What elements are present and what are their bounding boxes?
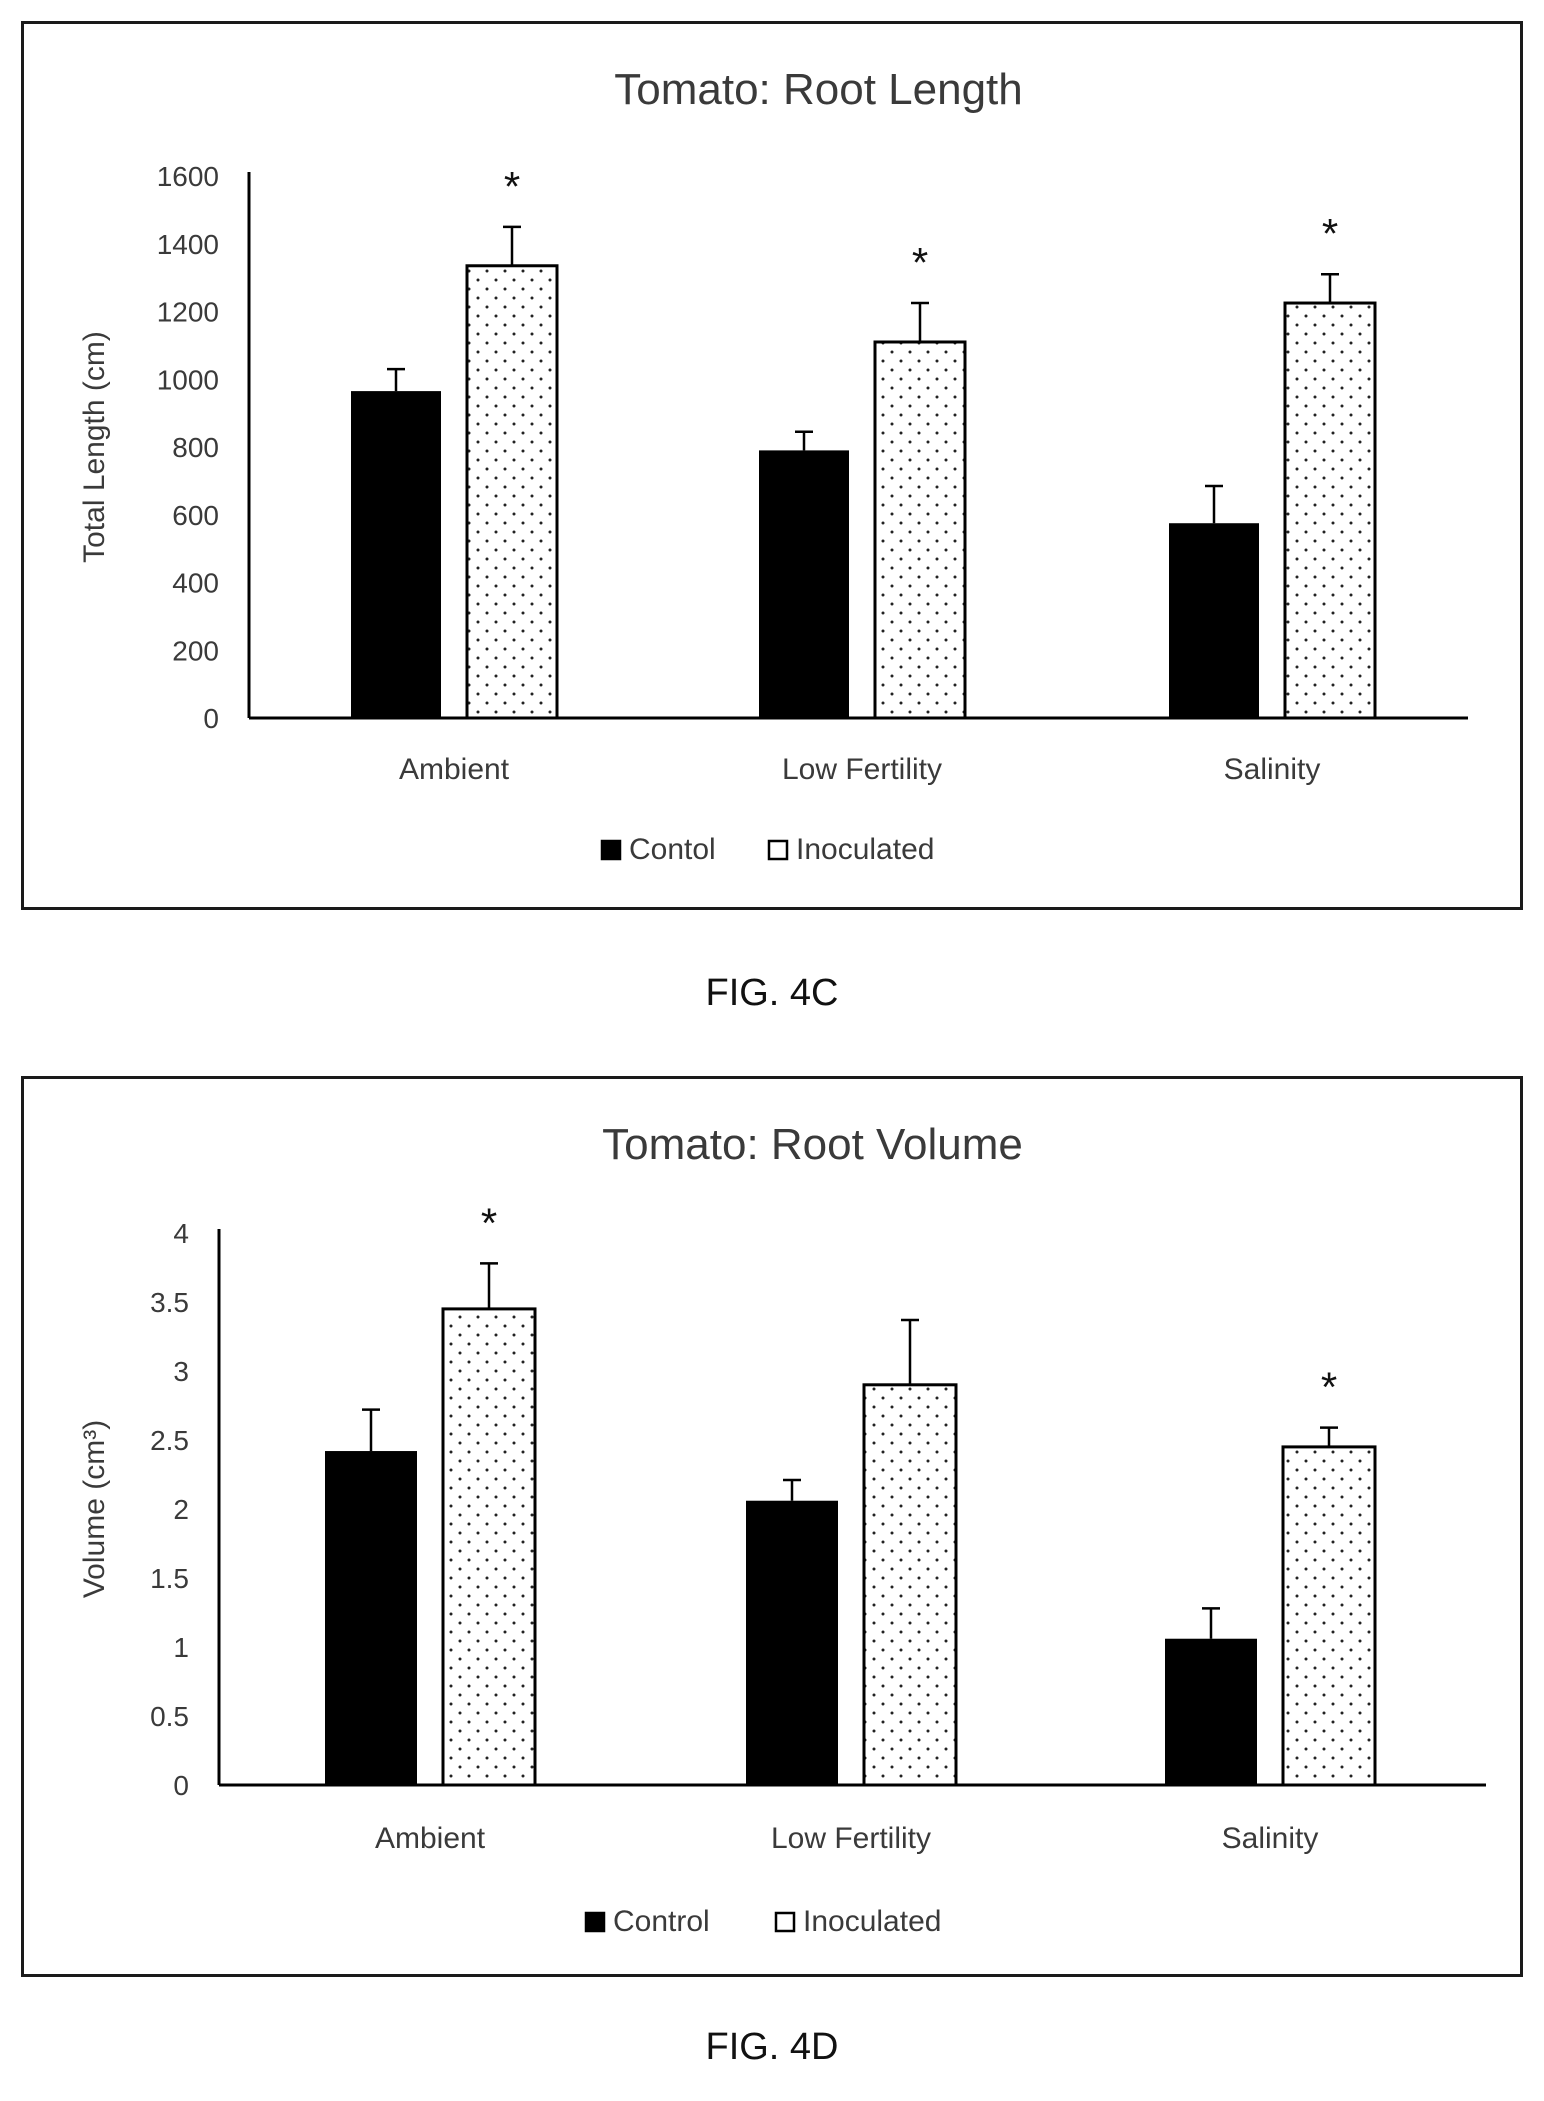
bar-inoculated bbox=[1283, 301, 1377, 720]
bar-control bbox=[746, 1500, 838, 1785]
significance-asterisk: * bbox=[1322, 210, 1338, 257]
x-tick-label: Low Fertility bbox=[771, 1822, 931, 1855]
bar-inoculated bbox=[465, 264, 559, 720]
y-tick-label: 1200 bbox=[157, 297, 219, 328]
legend-label-inoculated: Inoculated bbox=[796, 833, 934, 866]
y-tick-label: 3.5 bbox=[150, 1287, 189, 1318]
y-tick-label: 2.5 bbox=[150, 1425, 189, 1456]
y-tick-label: 3 bbox=[173, 1356, 189, 1387]
legend-label-control: Control bbox=[613, 1905, 710, 1938]
y-tick-label: 0 bbox=[203, 703, 219, 734]
root-length-chart-svg: Tomato: Root Length Total Length (cm) 0 200… bbox=[78, 65, 1468, 866]
bar-inoculated bbox=[862, 1383, 958, 1787]
y-axis-label: Volume (cm³) bbox=[78, 1420, 111, 1598]
x-tick-label: Ambient bbox=[375, 1822, 486, 1855]
bar-inoculated bbox=[441, 1307, 537, 1787]
figure-caption-4d: FIG. 4D bbox=[705, 2026, 839, 2068]
chart-panel-root-length: Tomato: Root Length Total Length (cm) 0 200… bbox=[21, 21, 1523, 910]
y-tick-label: 1.5 bbox=[150, 1563, 189, 1594]
y-tick-label: 2 bbox=[173, 1494, 189, 1525]
y-tick-label: 600 bbox=[172, 500, 219, 531]
significance-asterisk: * bbox=[481, 1199, 497, 1246]
y-tick-label: 0 bbox=[173, 1770, 189, 1801]
y-tick-label: 1 bbox=[173, 1632, 189, 1663]
legend-label-control: Contol bbox=[629, 833, 716, 866]
y-tick-label: 1000 bbox=[157, 364, 219, 395]
legend-label-inoculated: Inoculated bbox=[803, 1905, 941, 1938]
bar-control bbox=[1165, 1638, 1257, 1785]
legend-swatch-control bbox=[600, 839, 622, 861]
legend-swatch-control bbox=[584, 1911, 606, 1933]
significance-asterisk: * bbox=[1321, 1364, 1337, 1411]
y-tick-label: 4 bbox=[173, 1218, 189, 1249]
y-tick-label: 400 bbox=[172, 568, 219, 599]
significance-asterisk: * bbox=[504, 163, 520, 210]
y-tick-label: 1600 bbox=[157, 161, 219, 192]
significance-asterisk: * bbox=[912, 239, 928, 286]
root-volume-chart-svg: Tomato: Root Volume Volume (cm³) 0 0.5 1 1.5 2… bbox=[78, 1120, 1486, 1938]
x-tick-label: Salinity bbox=[1222, 1822, 1319, 1855]
y-tick-label: 800 bbox=[172, 432, 219, 463]
bar-control bbox=[1169, 523, 1259, 718]
y-tick-label: 0.5 bbox=[150, 1701, 189, 1732]
bar-inoculated bbox=[1281, 1445, 1377, 1787]
bar-control bbox=[351, 391, 441, 718]
chart-title: Tomato: Root Volume bbox=[602, 1120, 1023, 1169]
bar-control bbox=[759, 450, 849, 718]
y-tick-label: 200 bbox=[172, 635, 219, 666]
x-tick-label: Ambient bbox=[399, 753, 510, 786]
bar-inoculated bbox=[873, 340, 967, 720]
chart-panel-root-volume: Tomato: Root Volume Volume (cm³) 0 0.5 1 1.5 2… bbox=[21, 1076, 1523, 1977]
legend-swatch-inoculated bbox=[774, 1911, 796, 1933]
chart-title: Tomato: Root Length bbox=[614, 65, 1022, 114]
x-tick-label: Salinity bbox=[1224, 753, 1321, 786]
legend-swatch-inoculated bbox=[767, 839, 789, 861]
bar-control bbox=[325, 1451, 417, 1785]
x-tick-label: Low Fertility bbox=[782, 753, 942, 786]
y-tick-label: 1400 bbox=[157, 229, 219, 260]
y-axis-label: Total Length (cm) bbox=[78, 331, 111, 563]
figure-caption-4c: FIG. 4C bbox=[705, 972, 839, 1014]
